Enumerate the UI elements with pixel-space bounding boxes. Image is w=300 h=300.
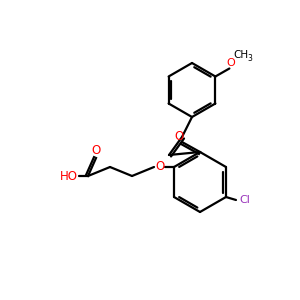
Text: O: O — [226, 58, 235, 68]
Text: Cl: Cl — [239, 195, 250, 205]
Text: O: O — [92, 145, 100, 158]
Text: HO: HO — [60, 169, 78, 182]
Text: O: O — [174, 130, 184, 142]
Text: O: O — [155, 160, 165, 172]
Text: 3: 3 — [247, 54, 252, 63]
Text: CH: CH — [234, 50, 249, 59]
